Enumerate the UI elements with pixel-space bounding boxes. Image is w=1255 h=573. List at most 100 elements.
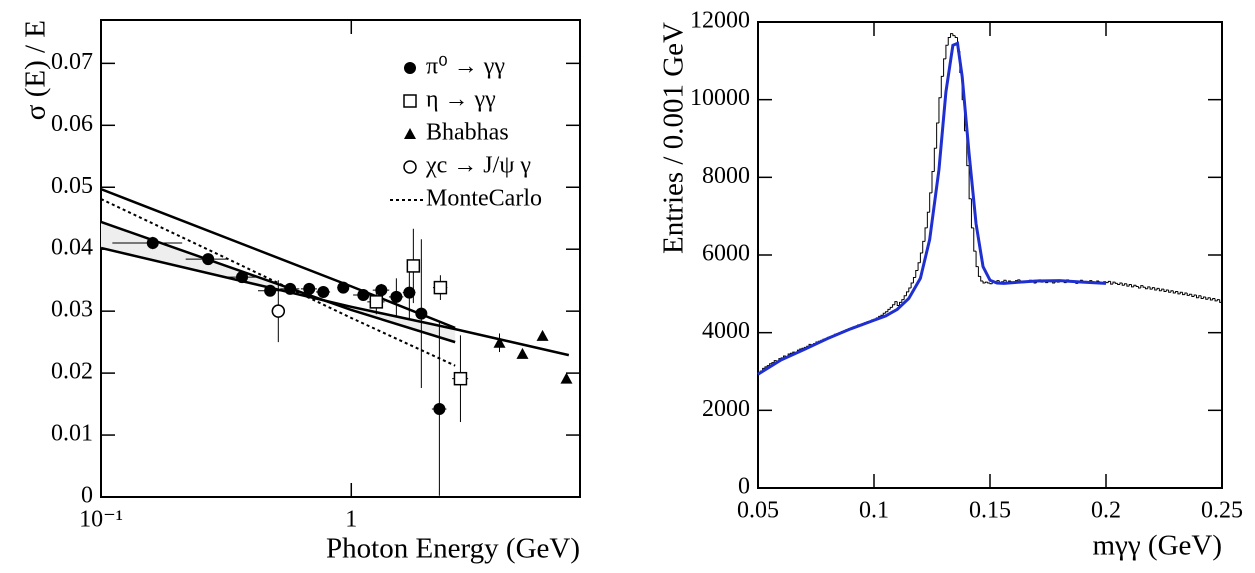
histogram-bin (919, 252, 923, 263)
histogram-bin (771, 362, 775, 364)
histogram-bin (945, 44, 949, 59)
histogram-bin (901, 299, 905, 303)
histogram-bin (1107, 280, 1111, 283)
histogram-bin (1126, 283, 1130, 287)
histogram-bin (1154, 287, 1158, 291)
histogram-bin (1121, 282, 1125, 286)
x-tick-label: 0.25 (1201, 498, 1243, 524)
histogram-bin (1142, 285, 1146, 288)
histogram-bin (950, 33, 953, 38)
histogram-bin (1003, 279, 1007, 282)
histogram-bin (1198, 295, 1202, 298)
marker (415, 307, 428, 320)
histogram-bin (889, 306, 893, 310)
y-tick-label: 0.05 (51, 173, 93, 199)
histogram-bin (1161, 288, 1164, 291)
histogram-bin (1216, 299, 1220, 301)
y-tick-label: 4000 (702, 318, 750, 344)
histogram-bin (1214, 298, 1218, 302)
histogram-bin (922, 240, 926, 254)
histogram-bin (910, 282, 914, 289)
histogram-bin (908, 287, 912, 292)
histogram-bin (1144, 287, 1148, 290)
histogram-bin (931, 171, 935, 193)
histogram-bin (1200, 295, 1204, 299)
histogram-bin (1172, 290, 1176, 294)
x-axis-title: Photon Energy (GeV) (326, 533, 580, 565)
histogram-bin (899, 301, 902, 306)
histogram-bin (896, 301, 900, 306)
marker (369, 295, 384, 309)
marker (375, 284, 388, 297)
marker (337, 281, 350, 294)
histogram-bin (1140, 285, 1144, 289)
histogram-bin (924, 227, 928, 242)
histogram-bin (1147, 286, 1151, 289)
histogram-bin (975, 251, 979, 268)
marker (403, 286, 416, 299)
histogram-bin (1177, 291, 1181, 295)
legend-marker (404, 62, 416, 74)
marker (264, 284, 277, 297)
histogram-bin (954, 35, 958, 39)
histogram-bin (917, 262, 921, 271)
histogram-bin (940, 75, 944, 98)
marker (433, 280, 448, 295)
histogram-bin (1156, 287, 1160, 290)
histogram-bin (912, 277, 916, 283)
histogram-bin (968, 165, 972, 200)
x-axis-title: mγγ (GeV) (1092, 530, 1222, 562)
y-tick-label: 10000 (690, 85, 750, 111)
y-axis-title: σ (E) / E (20, 20, 52, 120)
y-tick-label: 0.02 (51, 359, 93, 385)
histogram-bin (952, 33, 956, 37)
y-tick-label: 0.07 (51, 49, 93, 75)
histogram-bin (1158, 288, 1162, 292)
histogram-bin (943, 58, 946, 77)
y-tick-label: 0.04 (51, 235, 93, 261)
histogram-bin (799, 348, 803, 351)
marker (493, 336, 506, 348)
histogram-bin (766, 365, 770, 367)
histogram-bin (880, 314, 884, 317)
y-tick-label: 2000 (702, 396, 750, 422)
legend-label: Bhabhas (426, 120, 509, 146)
histogram-bin (1165, 289, 1169, 292)
y-tick-label: 0 (81, 483, 93, 509)
histogram-bin (970, 198, 974, 229)
histogram-bin (1163, 289, 1167, 293)
marker (536, 329, 549, 341)
histogram-bin (987, 282, 990, 284)
x-tick-label: 0.2 (1091, 498, 1121, 524)
histogram-bin (1131, 284, 1134, 288)
histogram-bin (1207, 297, 1211, 300)
histogram-bin (903, 295, 907, 300)
histogram-bin (764, 366, 768, 369)
legend-marker (403, 94, 417, 108)
histogram-bin (1135, 285, 1139, 287)
x-tick-label: 1 (345, 507, 357, 533)
y-tick-label: 0.03 (51, 297, 93, 323)
histogram-bin (1179, 291, 1183, 294)
histogram-bin (1114, 282, 1118, 284)
histogram-bin (1175, 291, 1178, 294)
histogram-bin (977, 266, 981, 277)
histogram-bin (1195, 294, 1199, 299)
legend-marker (404, 128, 416, 139)
band (101, 221, 456, 343)
histogram-bin (1133, 284, 1137, 287)
x-tick-label: 0.15 (969, 498, 1011, 524)
histogram-bin (982, 281, 986, 284)
histogram-bin (905, 291, 909, 296)
fit-curve (757, 41, 1107, 376)
histogram-bin (973, 227, 977, 252)
histogram-bin (938, 97, 942, 123)
histogram-bin (769, 363, 772, 366)
y-axis-title: Entries / 0.001 GeV (658, 22, 690, 254)
histogram-bin (892, 304, 895, 308)
histogram-bin (1209, 297, 1213, 301)
x-tick-label: 0.05 (737, 498, 779, 524)
histogram-bin (1137, 286, 1141, 289)
x-tick-label: 0.1 (859, 498, 889, 524)
